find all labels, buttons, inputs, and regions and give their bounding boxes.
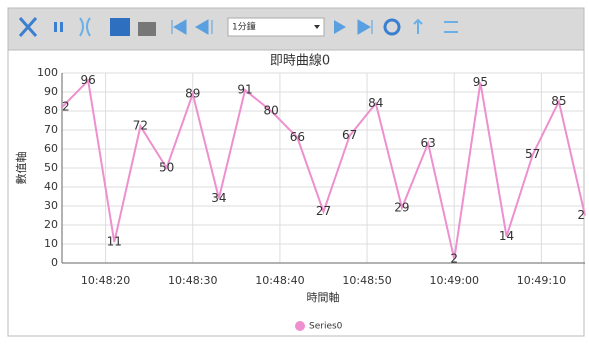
refresh-button[interactable] bbox=[383, 18, 401, 36]
data-label: 34 bbox=[211, 191, 226, 205]
x-tick-label: 10:48:30 bbox=[168, 274, 217, 287]
data-label: 95 bbox=[473, 75, 488, 89]
data-label: 25 bbox=[577, 208, 589, 222]
line bbox=[62, 78, 586, 260]
data-label: 14 bbox=[499, 229, 514, 243]
chart-panel bbox=[7, 49, 585, 337]
x-tick-label: 10:48:40 bbox=[255, 274, 304, 287]
y-tick-label: 80 bbox=[44, 104, 58, 117]
y-tick-label: 70 bbox=[44, 123, 58, 136]
x-tick-label: 10:49:10 bbox=[517, 274, 566, 287]
data-label: 27 bbox=[316, 204, 331, 218]
data-label: 29 bbox=[394, 200, 409, 214]
x-axis-label: 時間軸 bbox=[307, 290, 340, 304]
data-label: 72 bbox=[133, 119, 148, 133]
data-label: 96 bbox=[81, 73, 96, 87]
y-tick-label: 0 bbox=[51, 256, 58, 269]
last-button[interactable] bbox=[357, 19, 373, 35]
series: 82 96 11 72 50 89 34 91 80 66 27 67 84 29 63 2 95 14 57 85 2… bbox=[54, 73, 589, 266]
up-button[interactable] bbox=[413, 18, 423, 34]
x-tick-label: 10:48:50 bbox=[342, 274, 391, 287]
data-label: 63 bbox=[420, 136, 435, 150]
y-tick-label: 40 bbox=[44, 180, 58, 193]
scale-button[interactable] bbox=[444, 21, 458, 33]
data-label: 67 bbox=[342, 128, 357, 142]
data-label: 85 bbox=[551, 94, 566, 108]
fit-button[interactable] bbox=[79, 17, 91, 37]
y-tick-label: 50 bbox=[44, 161, 58, 174]
pause-button[interactable] bbox=[54, 22, 57, 32]
x-tick-label: 10:48:20 bbox=[81, 274, 130, 287]
toolbar-icons: 1分鐘 bbox=[18, 17, 458, 37]
y-tick-label: 10 bbox=[44, 237, 58, 250]
data-label: 11 bbox=[107, 235, 122, 249]
y-axis-label: 數值軸 bbox=[14, 152, 28, 185]
data-label: 80 bbox=[264, 104, 279, 118]
data-label: 82 bbox=[54, 100, 69, 114]
data-label: 66 bbox=[290, 130, 305, 144]
y-tick-label: 100 bbox=[37, 66, 58, 79]
data-label: 50 bbox=[159, 161, 174, 175]
x-tick-label: 10:49:00 bbox=[430, 274, 479, 287]
y-tick-label: 20 bbox=[44, 218, 58, 231]
y-tick-label: 30 bbox=[44, 199, 58, 212]
save-button[interactable] bbox=[110, 18, 130, 36]
data-label: 89 bbox=[185, 86, 200, 100]
prev-button[interactable] bbox=[195, 19, 213, 35]
dropdown-arrow bbox=[314, 25, 320, 29]
legend-label: Series0 bbox=[309, 322, 343, 332]
next-button[interactable] bbox=[334, 20, 346, 34]
y-tick-label: 60 bbox=[44, 142, 58, 155]
data-label: 57 bbox=[525, 147, 540, 161]
first-button[interactable] bbox=[171, 19, 187, 35]
zoom-tool[interactable] bbox=[18, 17, 38, 37]
legend-swatch bbox=[295, 321, 305, 331]
pause-button-part bbox=[60, 22, 63, 32]
interval-dropdown[interactable] bbox=[227, 17, 325, 37]
data-label: 91 bbox=[237, 83, 252, 97]
print-button[interactable] bbox=[138, 22, 156, 36]
data-label: 84 bbox=[368, 96, 383, 110]
chart-title: 即時曲線0 bbox=[270, 53, 330, 69]
interval-text: 1分鐘 bbox=[232, 21, 256, 33]
data-label: 2 bbox=[450, 252, 458, 266]
y-tick-label: 90 bbox=[44, 85, 58, 98]
